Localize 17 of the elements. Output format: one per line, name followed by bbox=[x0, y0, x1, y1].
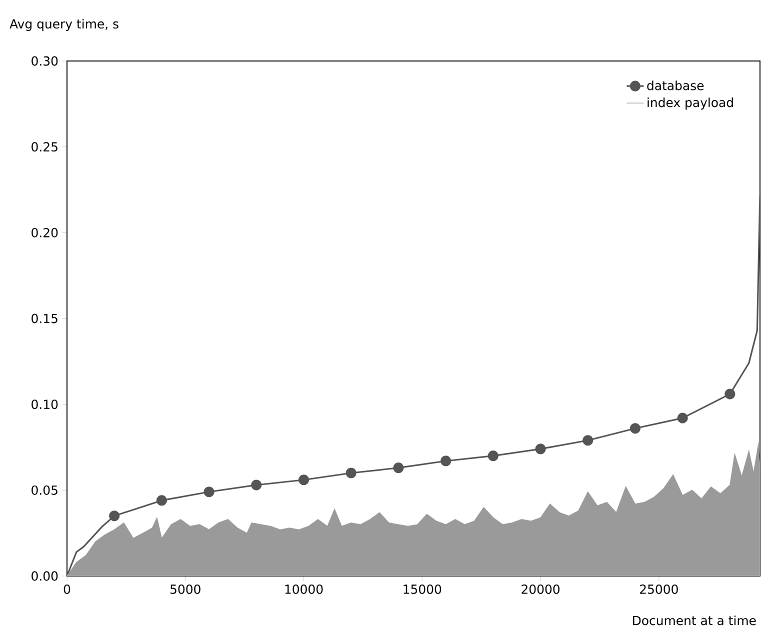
x-tick-label: 25000 bbox=[640, 584, 678, 594]
legend-label: index payload bbox=[648, 98, 733, 110]
x-tick-label: 0 bbox=[64, 584, 70, 594]
y-tick-label: 0.30 bbox=[32, 56, 58, 66]
y-tick-label: 0.25 bbox=[32, 142, 58, 152]
x-tick-label: 5000 bbox=[170, 584, 200, 594]
x-axis-title: Document at a time bbox=[633, 616, 756, 626]
x-tick-label: 20000 bbox=[522, 584, 560, 594]
x-tick-label: 15000 bbox=[404, 584, 442, 594]
y-tick-label: 0.10 bbox=[32, 400, 58, 410]
y-tick-label: 0.20 bbox=[32, 228, 58, 238]
legend-label: database bbox=[647, 80, 704, 90]
y-tick-label: 0.15 bbox=[32, 314, 58, 324]
y-tick-label: 0.05 bbox=[32, 485, 58, 495]
y-tick-label: 0.00 bbox=[32, 571, 58, 581]
x-tick-label: 10000 bbox=[285, 584, 323, 594]
y-axis-title: Avg query time, s bbox=[10, 18, 118, 31]
